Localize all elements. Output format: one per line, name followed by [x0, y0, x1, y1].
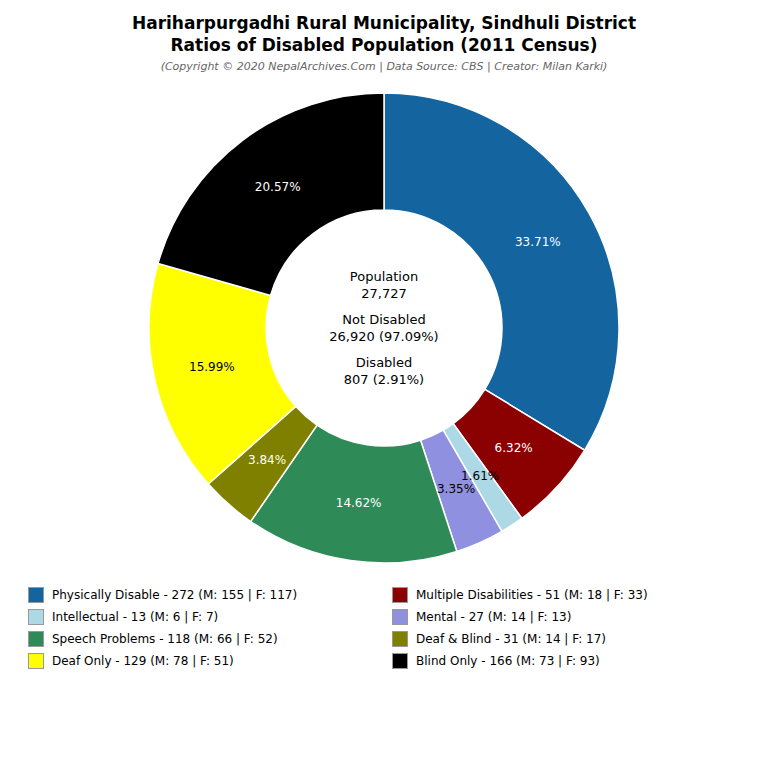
svg-text:15.99%: 15.99%: [189, 360, 235, 374]
html-text:Speech Problems - 118 (M: 66 |: Speech Problems - 118 (M: 66 | F: 52): [52, 632, 278, 646]
svg-text:20.57%: 20.57%: [255, 180, 301, 194]
html-text:Deaf & Blind - 31 (M: 14 | F:: Deaf & Blind - 31 (M: 14 | F: 17): [416, 632, 606, 646]
svg-text:1.61%: 1.61%: [461, 469, 499, 483]
html-text:Disabled: Disabled: [355, 355, 413, 370]
html-text:(Copyright © 2020 NepalArchive: (Copyright © 2020 NepalArchives.Com | Da…: [160, 60, 608, 73]
html-text:Ratios of Disabled Population: Ratios of Disabled Population (2011 Cens…: [170, 35, 598, 55]
html-text:807 (2.91%): 807 (2.91%): [343, 372, 425, 387]
html-text:Not Disabled: Not Disabled: [342, 312, 426, 327]
html-text:Multiple Disabilities - 51 (M:: Multiple Disabilities - 51 (M: 18 | F: 3…: [416, 588, 648, 602]
html-text:26,920 (97.09%): 26,920 (97.09%): [329, 329, 439, 344]
html-text:Intellectual - 13 (M: 6 | F: 7: Intellectual - 13 (M: 6 | F: 7): [52, 610, 219, 624]
svg-text:14.62%: 14.62%: [336, 496, 382, 510]
svg-text:33.71%: 33.71%: [515, 235, 561, 249]
html-text:Blind Only - 166 (M: 73 | F: 9: Blind Only - 166 (M: 73 | F: 93): [416, 654, 600, 668]
svg-text:6.32%: 6.32%: [495, 441, 533, 455]
html-text:Hariharpurgadhi Rural Municipa: Hariharpurgadhi Rural Municipality, Sind…: [131, 13, 636, 33]
html-text:Physically Disable - 272 (M: 1: Physically Disable - 272 (M: 155 | F: 11…: [52, 588, 298, 602]
svg-text:3.84%: 3.84%: [248, 453, 286, 467]
html-text:27,727: 27,727: [361, 286, 407, 301]
svg-text:3.35%: 3.35%: [437, 482, 475, 496]
html-text:Deaf Only - 129 (M: 78 | F: 51: Deaf Only - 129 (M: 78 | F: 51): [52, 654, 234, 668]
html-text:Population: Population: [349, 269, 419, 284]
html-text:Mental - 27 (M: 14 | F: 13): Mental - 27 (M: 14 | F: 13): [416, 610, 572, 624]
